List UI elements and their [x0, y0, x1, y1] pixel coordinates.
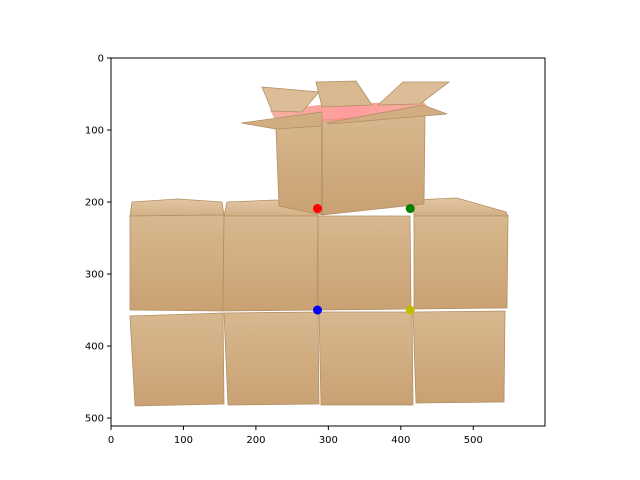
scatter-point — [405, 305, 415, 315]
scatter-points — [312, 204, 415, 315]
scatter-point — [405, 204, 415, 214]
y-axis: 0 100 200 300 400 500 — [85, 54, 111, 425]
x-tick-label: 500 — [464, 435, 483, 446]
x-tick-label: 0 — [108, 435, 114, 446]
y-tick-label: 100 — [85, 126, 104, 137]
bottom-row-boxes — [129, 310, 506, 407]
x-tick-label: 100 — [174, 435, 193, 446]
x-tick-label: 400 — [391, 435, 410, 446]
scatter-point — [312, 305, 322, 315]
y-tick-label: 300 — [85, 270, 104, 281]
background-photo — [111, 58, 545, 426]
x-axis: 0 100 200 300 400 500 — [108, 426, 483, 446]
y-tick-label: 400 — [85, 342, 104, 353]
x-tick-label: 300 — [319, 435, 338, 446]
y-tick-label: 500 — [85, 414, 104, 425]
middle-row-boxes — [129, 197, 509, 312]
y-tick-label: 200 — [85, 198, 104, 209]
y-tick-label: 0 — [98, 54, 104, 65]
x-tick-label: 200 — [246, 435, 265, 446]
scatter-point — [312, 204, 322, 214]
top-open-box — [240, 80, 451, 216]
